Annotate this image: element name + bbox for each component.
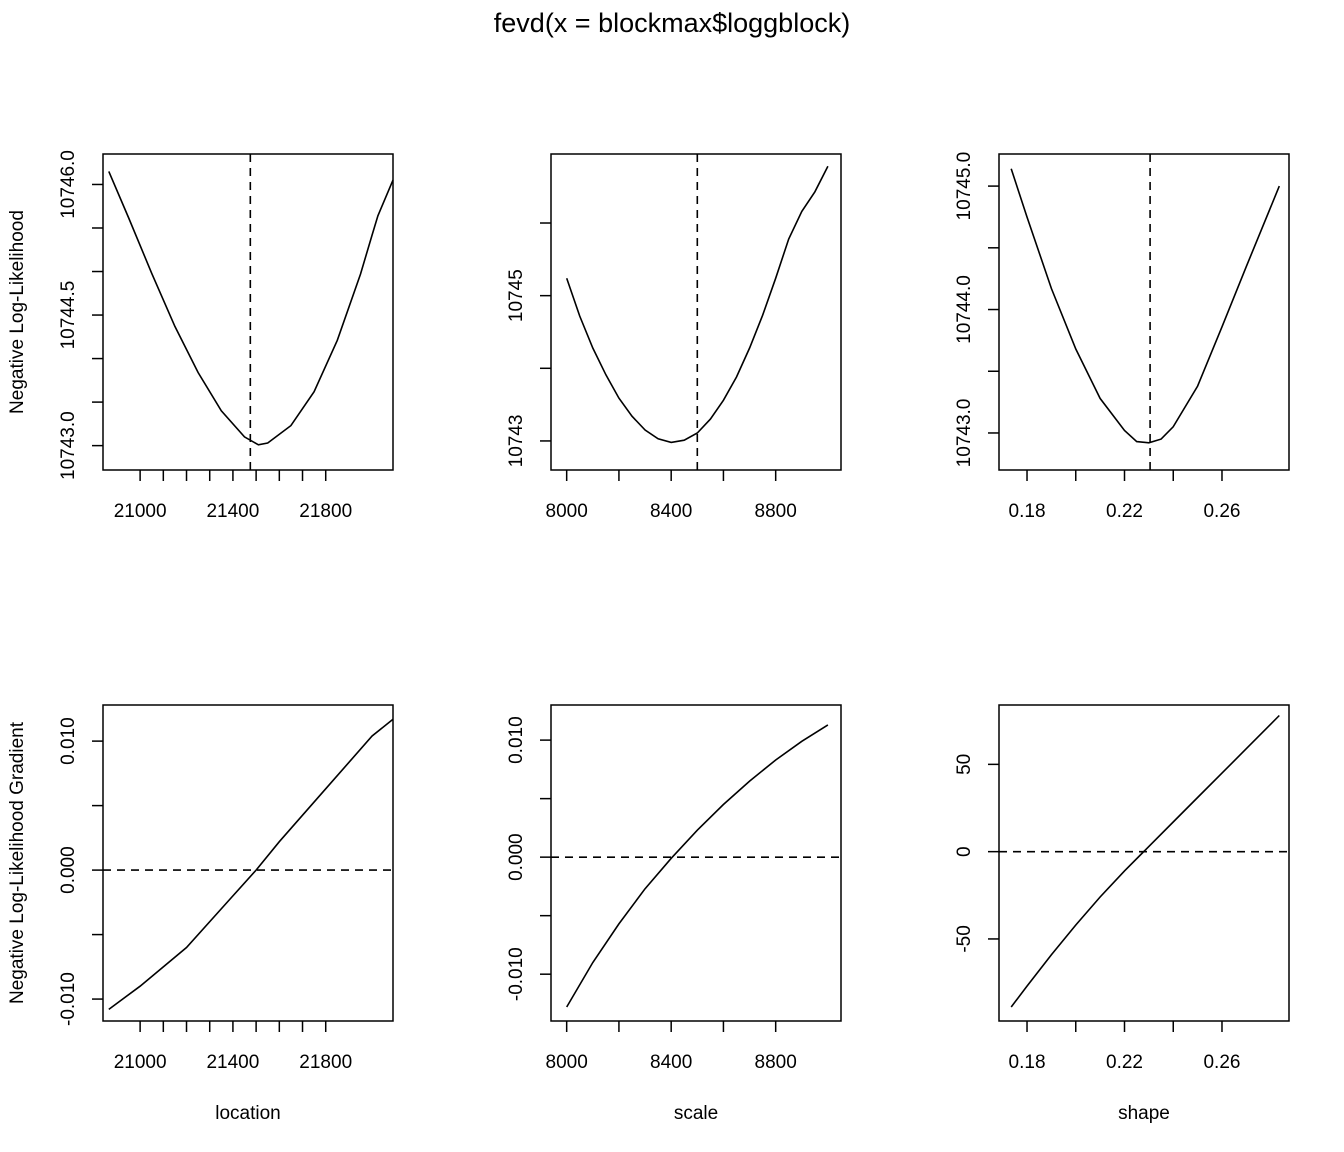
y-tick-label: 10743.0: [58, 411, 79, 480]
x-tick-label: 21400: [206, 1052, 259, 1073]
panel-5: 8000 8400 8800 -0.010 0.000 0.010 scale: [506, 704, 842, 1124]
series-line-1: [108, 718, 394, 1011]
panel-3: 0.18 0.22 0.26 10743.0 10744.0 10745.0: [954, 152, 1290, 522]
plot-frame: [998, 704, 1290, 1022]
y-tick-label: 10743.0: [954, 399, 975, 468]
x-tick-label: 8000: [546, 1052, 588, 1073]
x-tick-label: 21000: [114, 1052, 167, 1073]
y-tick-label: 10744.5: [58, 281, 79, 350]
x-axis-label: location: [215, 1103, 281, 1124]
x-tick-label: 21800: [299, 1052, 352, 1073]
panel-6: 0.18 0.22 0.26 -50 0 50 shape: [954, 704, 1290, 1124]
x-tick-label: 21800: [299, 501, 352, 522]
x-tick-label: 0.26: [1203, 501, 1240, 522]
series-line-1: [1010, 168, 1281, 444]
y-tick-label: 10745: [506, 269, 527, 322]
panel-4: 21000 21400 21800 -0.010 0.000 0.010 location N…: [7, 704, 394, 1124]
x-axis-label: scale: [674, 1103, 718, 1124]
x-tick-label: 0.18: [1009, 501, 1046, 522]
series-line-1: [566, 724, 829, 1008]
x-axis-label: shape: [1118, 1103, 1170, 1124]
plot-frame: [998, 153, 1290, 471]
x-tick-label: 0.18: [1009, 1052, 1046, 1073]
x-tick-label: 8800: [755, 501, 797, 522]
x-tick-label: 8400: [650, 1052, 692, 1073]
series-line-1: [565, 165, 829, 444]
y-tick-label: 10746.0: [58, 150, 79, 219]
y-tick-label: 0.010: [506, 716, 527, 764]
y-tick-label: -0.010: [506, 947, 527, 1001]
x-tick-label: 0.26: [1203, 1052, 1240, 1073]
y-axis-label: Negative Log-Likelihood: [7, 210, 28, 414]
y-tick-label: 0: [954, 846, 975, 857]
x-tick-label: 8000: [546, 501, 588, 522]
x-tick-label: 21400: [206, 501, 259, 522]
panel-1: 21000 21400 21800 10743.0 10744.5 10746.0 Nega…: [7, 150, 394, 522]
y-tick-label: 0.000: [506, 833, 527, 881]
plot-frame: [550, 153, 842, 471]
x-tick-label: 8800: [755, 1052, 797, 1073]
y-tick-label: 0.000: [58, 846, 79, 894]
y-tick-label: 50: [954, 754, 975, 775]
series-line-1: [1010, 714, 1280, 1008]
panel-2: 8000 8400 8800 10743 10745: [506, 153, 842, 522]
y-tick-label: -50: [954, 925, 975, 952]
y-axis-label: Negative Log-Likelihood Gradient: [7, 721, 28, 1004]
y-tick-label: 10743: [506, 415, 527, 468]
x-tick-label: 0.22: [1106, 1052, 1143, 1073]
series-line-1: [108, 171, 394, 446]
panels: 21000 21400 21800 10743.0 10744.5 10746.0 Nega…: [7, 150, 1290, 1124]
plot-frame: [102, 153, 394, 471]
plot-frame: [550, 704, 842, 1022]
x-tick-label: 8400: [650, 501, 692, 522]
x-tick-label: 21000: [114, 501, 167, 522]
figure-title: fevd(x = blockmax$loggblock): [494, 8, 850, 38]
plot-frame: [102, 704, 394, 1022]
y-tick-label: 10745.0: [954, 152, 975, 221]
y-tick-label: 0.010: [58, 717, 79, 765]
x-tick-label: 0.22: [1106, 501, 1143, 522]
y-tick-label: -0.010: [58, 972, 79, 1026]
y-tick-label: 10744.0: [954, 275, 975, 344]
